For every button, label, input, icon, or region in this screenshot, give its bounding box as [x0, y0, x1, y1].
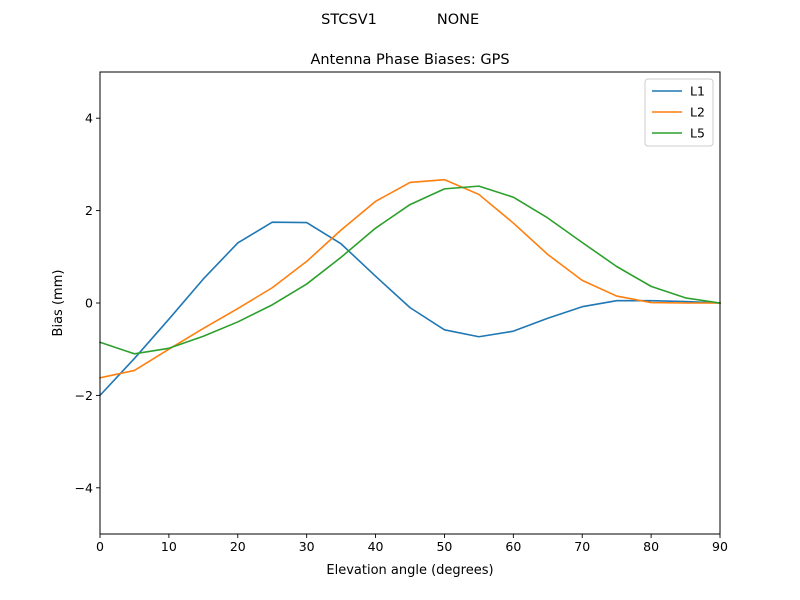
series-line-l2 — [99, 178, 721, 379]
legend-label-l5: L5 — [690, 126, 705, 141]
x-tick-label: 60 — [505, 539, 521, 554]
y-tick-label: −4 — [75, 480, 93, 495]
series-line-l5 — [98, 185, 721, 355]
x-axis-label: Elevation angle (degrees) — [326, 563, 493, 578]
series-layer — [98, 178, 721, 397]
chart-title: Antenna Phase Biases: GPS — [310, 52, 509, 68]
x-tick-label: 70 — [574, 539, 590, 554]
y-tick-label: 2 — [85, 203, 93, 218]
x-tick-label: 0 — [96, 539, 104, 554]
x-ticks: 0 10 20 30 40 50 60 70 80 90 — [96, 534, 728, 554]
plot-area — [100, 72, 720, 534]
radome-name: NONE — [437, 12, 479, 28]
legend: L1 L2 L5 — [644, 78, 714, 147]
axes-frame — [99, 71, 721, 535]
y-tick-label: 0 — [85, 296, 93, 311]
y-ticks: −4 −2 0 2 4 — [75, 111, 100, 495]
station-name: STCSV1 — [321, 12, 377, 28]
y-tick-label: 4 — [85, 111, 93, 126]
y-tick-label: −2 — [75, 388, 93, 403]
x-tick-label: 80 — [643, 539, 659, 554]
x-tick-label: 20 — [230, 539, 246, 554]
x-tick-label: 10 — [161, 539, 177, 554]
legend-label-l2: L2 — [690, 105, 705, 120]
x-tick-label: 50 — [436, 539, 452, 554]
x-tick-label: 90 — [712, 539, 728, 554]
x-tick-label: 30 — [299, 539, 315, 554]
x-tick-label: 40 — [368, 539, 384, 554]
y-axis-label: Bias (mm) — [51, 270, 66, 337]
series-line-l1 — [98, 221, 721, 397]
legend-label-l1: L1 — [690, 84, 705, 99]
